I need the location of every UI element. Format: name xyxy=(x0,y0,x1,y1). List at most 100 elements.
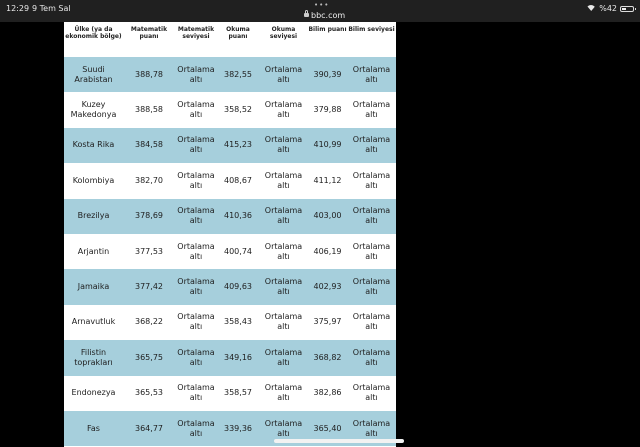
table-header: Ülke (ya da ekonomik bölge) Matematik pu… xyxy=(64,22,396,57)
cell-math-level: Ortalama altı xyxy=(177,241,215,261)
cell-science-score: 368,82 xyxy=(313,352,342,362)
cell-country: Filistin toprakları xyxy=(74,347,113,367)
cell-country: Endonezya xyxy=(71,388,116,398)
cell-reading-level: Ortalama altı xyxy=(264,418,303,438)
cell-science-level: Ortalama altı xyxy=(352,347,391,367)
cell-math-score: 388,58 xyxy=(135,105,163,115)
cell-math-level: Ortalama altı xyxy=(177,135,215,155)
header-reading-level: Okuma seviyesi xyxy=(269,26,298,40)
cell-reading-level: Ortalama altı xyxy=(264,312,303,332)
cell-math-level: Ortalama altı xyxy=(177,206,215,226)
cell-math-level: Ortalama altı xyxy=(177,100,215,120)
cell-math-score: 377,53 xyxy=(135,246,163,256)
table-body: Suudi Arabistan 388,78 Ortalama altı 382,55… xyxy=(64,57,396,447)
cell-reading-level: Ortalama altı xyxy=(264,383,303,403)
cell-math-score: 368,22 xyxy=(135,317,163,327)
cell-science-level: Ortalama altı xyxy=(352,418,391,438)
cell-math-level: Ortalama altı xyxy=(177,418,215,438)
cell-science-score: 411,12 xyxy=(313,175,342,185)
multitasking-dots-icon[interactable]: ••• xyxy=(314,1,330,9)
cell-reading-score: 408,67 xyxy=(224,175,252,185)
table-row: Kolombiya 382,70 Ortalama altı 408,67 Ortala… xyxy=(64,163,396,198)
cell-science-level: Ortalama altı xyxy=(352,383,391,403)
cell-science-level: Ortalama altı xyxy=(352,206,391,226)
home-indicator[interactable] xyxy=(274,439,404,443)
cell-science-score: 402,93 xyxy=(313,282,342,292)
cell-science-score: 390,39 xyxy=(313,69,342,79)
cell-reading-level: Ortalama altı xyxy=(264,206,303,226)
cell-math-score: 377,42 xyxy=(135,282,163,292)
cell-reading-score: 358,43 xyxy=(224,317,252,327)
cell-country: Fas xyxy=(87,423,100,433)
cell-reading-level: Ortalama altı xyxy=(264,64,303,84)
cell-math-level: Ortalama altı xyxy=(177,347,215,367)
cell-math-level: Ortalama altı xyxy=(177,64,215,84)
header-science-level: Bilim seviyesi xyxy=(348,26,395,33)
cell-math-score: 384,58 xyxy=(135,140,163,150)
cell-science-score: 375,97 xyxy=(313,317,342,327)
cell-math-score: 365,75 xyxy=(135,352,163,362)
cell-reading-level: Ortalama altı xyxy=(264,241,303,261)
table-row: Kosta Rika 384,58 Ortalama altı 415,23 Ortal… xyxy=(64,127,396,164)
cell-science-level: Ortalama altı xyxy=(352,64,391,84)
cell-reading-score: 400,74 xyxy=(224,246,252,256)
battery-percent: %42 xyxy=(599,4,617,13)
status-date: 9 Tem Sal xyxy=(32,4,71,13)
url-text: bbc.com xyxy=(311,11,346,20)
status-bar: 12:29 9 Tem Sal ••• bbc.com %42 xyxy=(0,0,640,22)
cell-reading-score: 410,36 xyxy=(224,211,252,221)
header-reading-score: Okuma puanı xyxy=(226,26,250,40)
cell-country: Jamaika xyxy=(77,282,110,292)
cell-science-level: Ortalama altı xyxy=(352,170,391,190)
cell-science-level: Ortalama altı xyxy=(352,241,391,261)
cell-reading-level: Ortalama altı xyxy=(264,100,303,120)
cell-reading-score: 358,52 xyxy=(224,105,252,115)
cell-reading-score: 409,63 xyxy=(224,282,252,292)
cell-reading-score: 358,57 xyxy=(224,388,252,398)
cell-math-level: Ortalama altı xyxy=(177,383,215,403)
cell-reading-level: Ortalama altı xyxy=(264,347,303,367)
cell-reading-score: 415,23 xyxy=(224,140,252,150)
cell-science-level: Ortalama altı xyxy=(352,135,391,155)
table-row: Arjantin 377,53 Ortalama altı 400,74 Ortalam… xyxy=(64,234,396,269)
cell-country: Kuzey Makedonya xyxy=(70,100,117,120)
header-math-score: Matematik puanı xyxy=(130,26,168,40)
table-row: Suudi Arabistan 388,78 Ortalama altı 382,55… xyxy=(64,57,396,93)
status-indicators: %42 xyxy=(586,4,636,13)
cell-science-level: Ortalama altı xyxy=(352,100,391,120)
table-row: Jamaika 377,42 Ortalama altı 409,63 Ortalama… xyxy=(64,269,396,305)
cell-science-level: Ortalama altı xyxy=(352,312,391,332)
lock-icon xyxy=(304,10,309,17)
cell-math-score: 378,69 xyxy=(135,211,163,221)
cell-math-score: 364,77 xyxy=(135,423,163,433)
table-row: Arnavutluk 368,22 Ortalama altı 358,43 Ortal… xyxy=(64,305,396,340)
cell-country: Kosta Rika xyxy=(72,140,115,150)
cell-reading-level: Ortalama altı xyxy=(264,135,303,155)
wifi-icon xyxy=(586,5,596,12)
page-content[interactable]: Ülke (ya da ekonomik bölge) Matematik pu… xyxy=(64,22,396,447)
cell-country: Arjantin xyxy=(77,246,110,256)
cell-math-level: Ortalama altı xyxy=(177,277,215,297)
cell-math-level: Ortalama altı xyxy=(177,312,215,332)
cell-math-score: 365,53 xyxy=(135,388,163,398)
battery-icon xyxy=(620,5,636,12)
cell-science-score: 365,40 xyxy=(313,423,342,433)
cell-country: Brezilya xyxy=(77,211,110,221)
battery-level xyxy=(622,7,627,10)
cell-reading-level: Ortalama altı xyxy=(264,170,303,190)
cell-science-score: 403,00 xyxy=(313,211,342,221)
cell-reading-score: 339,36 xyxy=(224,423,252,433)
table-row: Filistin toprakları 365,75 Ortalama altı 34… xyxy=(64,340,396,376)
header-math-level: Matematik seviyesi xyxy=(177,26,215,40)
address-bar[interactable]: bbc.com xyxy=(304,10,346,20)
cell-math-score: 388,78 xyxy=(135,69,163,79)
cell-country: Suudi Arabistan xyxy=(74,64,113,84)
cell-science-score: 410,99 xyxy=(313,140,342,150)
header-science-score: Bilim puanı xyxy=(308,26,347,33)
table-row: Endonezya 365,53 Ortalama altı 358,57 Ortala… xyxy=(64,376,396,411)
cell-reading-level: Ortalama altı xyxy=(264,277,303,297)
cell-science-level: Ortalama altı xyxy=(352,277,391,297)
table-row: Brezilya 378,69 Ortalama altı 410,36 Ortalam… xyxy=(64,198,396,234)
table-row: Fas 364,77 Ortalama altı 339,36 Ortalama alt… xyxy=(64,410,396,447)
table-row: Kuzey Makedonya 388,58 Ortalama altı 358,52… xyxy=(64,92,396,127)
